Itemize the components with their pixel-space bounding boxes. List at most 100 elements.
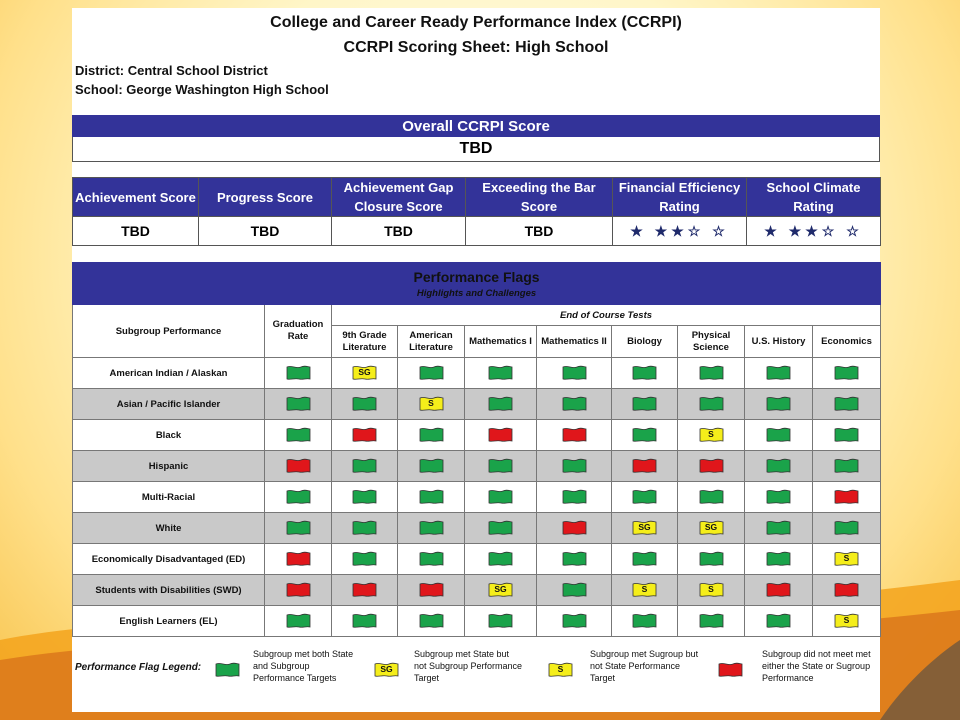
green-flag-icon [766,365,791,381]
legend-title: Performance Flag Legend: [75,662,202,673]
green-flag-icon [488,489,513,505]
green-flag-icon [488,520,513,536]
flag-cell: S [811,543,882,575]
green-flag-icon [699,489,724,505]
yellow-flag-icon: SG [488,582,513,598]
green-flag-icon [766,458,791,474]
subgroup-label: Multi-Racial [72,481,265,513]
yellow-flag-icon: S [699,427,724,443]
green-flag-icon [488,613,513,629]
green-flag-icon [834,458,859,474]
red-flag-icon [352,427,377,443]
flag-cell [264,357,332,389]
flag-cell [331,388,398,420]
scores-value-row: TBD TBD TBD TBD ★ ★★☆ ☆ ★ ★★☆ ☆ [72,216,881,246]
subgroup-row: Hispanic [72,450,882,482]
scores-header-row: Achievement Score Progress Score Achieve… [72,177,881,217]
legend-text: Subgroup met Sugroup but not State Perfo… [590,649,699,683]
green-flag-icon [562,458,587,474]
flag-cell [536,574,612,606]
achievement-score-header: Achievement Score [72,177,199,217]
flag-cell [811,574,882,606]
green-flag-icon [632,427,657,443]
overall-score-header: Overall CCRPI Score [72,115,880,137]
green-flag-icon [632,613,657,629]
flag-cell: S [611,574,678,606]
yellow-flag-icon: SG [699,520,724,536]
sheet-subtitle: CCRPI Scoring Sheet: High School [343,39,609,56]
flag-cell [536,450,612,482]
green-flag-icon [419,365,444,381]
subgroup-row: White SG SG [72,512,882,544]
flags-title-row: Performance Flags Highlights and Challen… [71,262,882,305]
flag-cell [744,450,813,482]
flag-cell [677,450,745,482]
flag-cell [331,481,398,513]
flag-cell [264,388,332,420]
course-header: Economics [811,325,882,358]
green-flag-icon [699,365,724,381]
green-flag-icon [699,613,724,629]
green-flag-icon [488,365,513,381]
school-climate-header: School Climate Rating [746,177,881,217]
course-header: Mathematics I [464,325,537,358]
flag-cell [744,481,813,513]
flags-course-header-row: 9th Grade Literature American Literature… [73,325,882,358]
flag-cell [264,574,332,606]
red-flag-icon [562,427,587,443]
flag-cell [744,543,813,575]
green-flag-icon [632,551,657,567]
green-flag-icon [834,365,859,381]
subgroup-label: Asian / Pacific Islander [72,388,265,420]
flag-rows: American Indian / Alaskan SG Asian / Pacif… [72,357,882,637]
subgroup-label: English Learners (EL) [72,605,265,637]
flag-cell [744,419,813,451]
flag-cell [397,481,465,513]
flag-cell [536,605,612,637]
flag-cell [397,543,465,575]
red-flag-icon [286,551,311,567]
green-flag-icon [352,520,377,536]
school-climate-stars: ★ ★★☆ ☆ [746,216,881,246]
flag-cell [536,543,612,575]
red-flag-icon [632,458,657,474]
flags-subtitle: Highlights and Challenges [416,287,537,299]
flag-cell [744,388,813,420]
subgroup-label: Students with Disabilities (SWD) [72,574,265,606]
red-flag-icon [766,582,791,598]
exceeding-bar-header: Exceeding the Bar Score [465,177,613,217]
performance-flags-table: Performance Flags Highlights and Challen… [71,262,882,637]
green-flag-icon [632,365,657,381]
legend-yellow-s-flag-icon: S [548,662,573,678]
flag-cell [677,481,745,513]
school-label: School: George Washington High School [75,82,329,97]
flag-cell: S [677,419,745,451]
legend-text: Subgroup met both State and Subgroup Per… [253,649,354,683]
green-flag-icon [488,551,513,567]
green-flag-icon [419,427,444,443]
green-flag-icon [766,396,791,412]
green-flag-icon [286,365,311,381]
subgroup-label: Hispanic [72,450,265,482]
legend-text: Subgroup met State but not Subgroup Perf… [414,649,523,683]
flag-cell [464,357,537,389]
flag-cell [536,512,612,544]
eoc-header: End of Course Tests [330,304,882,326]
green-flag-icon [834,520,859,536]
green-flag-icon [488,458,513,474]
flag-cell [264,481,332,513]
green-flag-icon [419,520,444,536]
green-flag-icon [834,396,859,412]
flag-cell [677,357,745,389]
subgroup-row: Multi-Racial [72,481,882,513]
green-flag-icon [632,489,657,505]
achievement-score-value: TBD [72,216,199,246]
subgroup-label: Black [72,419,265,451]
flag-cell [744,605,813,637]
flag-cell [811,481,882,513]
red-flag-icon [488,427,513,443]
flag-cell: SG [677,512,745,544]
flag-cell [677,605,745,637]
subgroup-row: Asian / Pacific Islander S [72,388,882,420]
flag-cell [331,450,398,482]
